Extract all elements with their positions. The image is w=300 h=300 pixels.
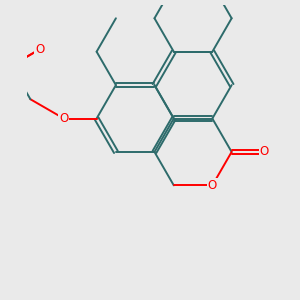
Text: O: O [59,112,68,125]
Text: O: O [35,43,44,56]
Text: O: O [260,146,269,158]
Text: O: O [208,179,217,192]
